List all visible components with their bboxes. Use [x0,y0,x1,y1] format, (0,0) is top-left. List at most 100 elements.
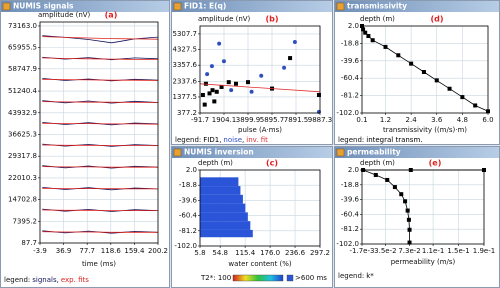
x-tick-label: 5895.7 [260,116,285,124]
legend: legend: FID1, noise, inv. fit [175,136,268,144]
legend-title: legend: [338,272,364,280]
point [221,59,226,64]
window [0,0,170,288]
bar [200,186,241,195]
plot-frame [199,25,321,114]
plot-frame [361,25,489,114]
y-tick-label: -39.6 [341,57,360,65]
point [217,41,222,46]
x-tick-label: 297.2 [310,249,330,257]
panel-label: (d) [430,15,443,24]
bar [200,203,246,213]
title-bar [335,147,499,158]
y-tick-label: 7395.2 [13,217,38,225]
y-tick-label: -18.8 [179,181,197,189]
y-tick-label: -60.4 [341,210,360,218]
y-tick-label: 22010.3 [8,174,37,182]
title-bar [1,1,169,12]
point [403,199,408,204]
x-tick-label: 9887.3 [308,116,333,124]
point [447,86,452,91]
point [363,30,368,35]
x-tick-label: 176.0 [260,249,280,257]
point [434,78,439,83]
y-tick-label: 65955.5 [8,43,37,51]
trace [42,57,158,60]
window-icon [336,2,345,11]
y-tick-label: 2337.6 [173,78,198,86]
plot-frame [199,169,321,247]
y-tick-label: 87.7 [21,239,37,247]
bar [200,194,243,204]
point [405,208,410,213]
y-tick-label: 43932.9 [8,109,37,117]
window [171,0,333,145]
window-icon [173,2,182,11]
trace [42,122,158,125]
y-tick-label: -39.6 [341,196,360,204]
legend-title: legend: [175,136,201,144]
x-tick-label: 1.5e-1 [447,247,469,255]
x-tick-label: 1.9e-1 [473,247,495,255]
y-axis-label: amplitude (nV) [198,15,251,23]
point [366,34,371,39]
window-icon [336,148,345,157]
colorbar-swatch [286,274,294,282]
x-tick-label: 3899.9 [236,116,261,124]
y-tick-label: 73163.0 [8,22,37,30]
y-tick-label: -81.2 [179,227,197,235]
point [361,27,366,32]
point [460,95,465,100]
bar [200,177,239,187]
y-axis-label: depth (m) [360,15,395,23]
point [207,91,212,96]
colorbar [232,274,284,282]
x-axis-label: time (ms) [82,260,116,268]
title-bar [172,147,332,158]
y-tick-label: 2.0 [348,22,359,30]
x-tick-label: 115.4 [235,249,256,257]
trace [42,144,158,146]
point [383,44,388,49]
y-tick-label: -102.0 [174,242,197,250]
bar [200,221,251,230]
y-tick-label: 1377.5 [173,93,198,101]
point [373,172,378,177]
legend-entry: k* [366,272,374,280]
y-axis-label: amplitude (nV) [38,11,91,19]
x-tick-label: 1904.1 [212,116,237,124]
x-tick-label: 159.4 [124,247,145,255]
legend-entry: inv. fit [246,136,268,144]
window-title: NUMIS signals [13,2,74,11]
point [316,92,321,97]
x-tick-label: 7891.5 [284,116,309,124]
x-axis-label: water content (%) [228,260,292,268]
point [226,80,231,85]
y-tick-label: 3357.6 [173,61,198,69]
x-axis-label: permeability (m/s) [391,258,456,266]
point [292,40,297,45]
y-tick-label: 5307.7 [173,30,198,38]
point [214,89,219,94]
point [246,80,251,85]
legend-separator: , [242,136,244,144]
point [282,65,287,70]
y-tick-label: 29317.8 [8,152,37,160]
legend: legend: k* [338,272,374,280]
window-icon [2,2,11,11]
legend: legend: signals, exp. fits [4,276,89,284]
y-tick-label: 14702.8 [8,196,37,204]
point [229,88,234,93]
y-tick-label: 2.0 [348,166,359,174]
bar [200,212,248,222]
point [396,53,401,58]
point [202,102,207,107]
x-tick-label: 3.5e-2 [374,247,396,255]
point [212,99,217,104]
y-tick-label: -18.8 [341,39,359,47]
x-tick-label: -3.9 [33,247,47,255]
legend-entry: exp. fits [61,276,89,284]
point [370,38,375,43]
y-tick-label: -102.0 [336,240,359,248]
